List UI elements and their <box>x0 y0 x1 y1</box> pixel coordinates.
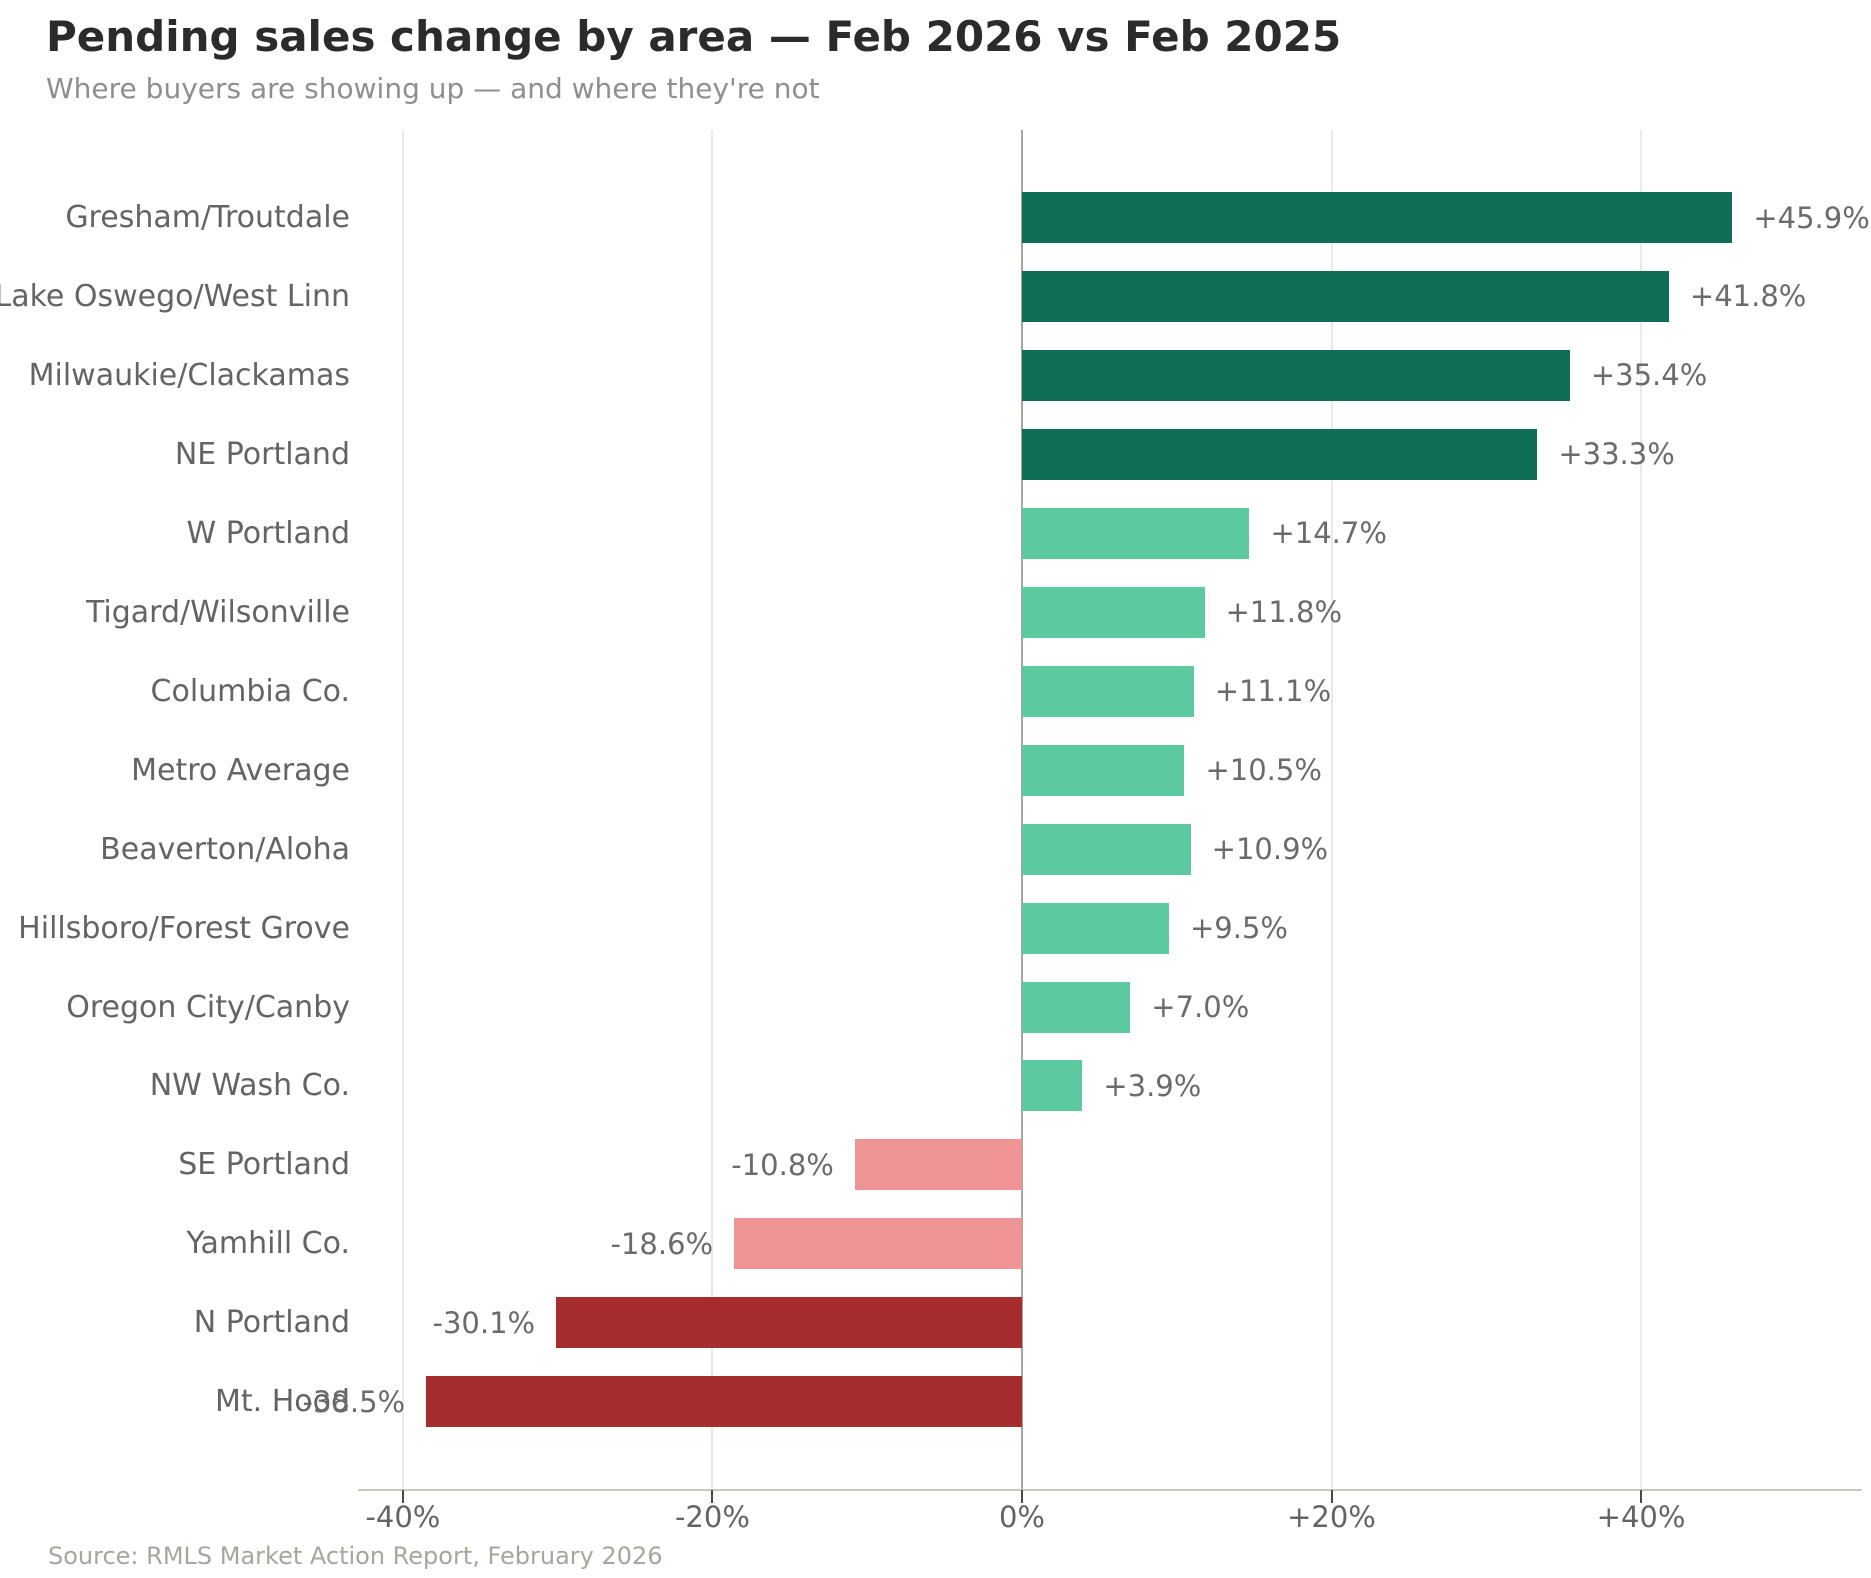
gridline-40 <box>1640 130 1643 1490</box>
category-label-tigard-wilsonville: Tigard/Wilsonville <box>85 594 350 630</box>
source-note: Source: RMLS Market Action Report, Febru… <box>48 1542 663 1570</box>
x-tick-label-20: +20% <box>1287 1500 1376 1534</box>
bar-lake-oswego-west-linn <box>1021 270 1669 322</box>
x-axis-line <box>358 1489 1862 1491</box>
value-label-metro-average: +10.5% <box>1205 753 1322 788</box>
category-label-gresham-troutdale: Gresham/Troutdale <box>65 200 350 235</box>
bar-nw-wash-co <box>1021 1060 1083 1112</box>
bar-columbia-co <box>1021 665 1194 717</box>
category-label-milwaukie-clackamas: Milwaukie/Clackamas <box>28 357 350 393</box>
bar-metro-average <box>1021 744 1185 796</box>
x-tick-label-0: 0% <box>998 1500 1045 1534</box>
value-label-n-portland: -30.1% <box>432 1305 536 1340</box>
value-label-tigard-wilsonville: +11.8% <box>1225 595 1343 630</box>
category-label-yamhill-co: Yamhill Co. <box>186 1226 350 1262</box>
category-label-beaverton-aloha: Beaverton/Aloha <box>100 831 350 867</box>
gridline-20 <box>1330 130 1333 1490</box>
bar-ne-portland <box>1021 428 1538 480</box>
bar-n-portland <box>556 1297 1022 1349</box>
gridline-40 <box>401 130 404 1490</box>
value-label-nw-wash-co: +3.9% <box>1103 1068 1202 1103</box>
bar-hillsboro-forest-grove <box>1021 902 1169 954</box>
x-tick-40 <box>1640 1490 1643 1503</box>
value-label-milwaukie-clackamas: +35.4% <box>1590 358 1708 393</box>
bar-beaverton-aloha <box>1021 823 1191 875</box>
value-label-w-portland: +14.7% <box>1270 516 1387 551</box>
category-label-oregon-city-canby: Oregon City/Canby <box>66 989 350 1025</box>
bar-tigard-wilsonville <box>1021 586 1205 638</box>
bar-gresham-troutdale <box>1021 192 1733 243</box>
category-label-se-portland: SE Portland <box>178 1147 350 1183</box>
chart-subtitle: Where buyers are showing up — and where … <box>46 72 820 105</box>
category-label-columbia-co: Columbia Co. <box>150 673 350 709</box>
x-tick-label-40: -40% <box>365 1500 441 1534</box>
value-label-mt-hood: -38.5% <box>302 1384 406 1419</box>
x-tick-20 <box>1330 1490 1333 1503</box>
category-label-ne-portland: NE Portland <box>174 436 350 472</box>
value-label-beaverton-aloha: +10.9% <box>1211 832 1329 867</box>
category-label-n-portland: N Portland <box>193 1305 350 1341</box>
category-label-mt-hood: Mt. Hood <box>214 1384 350 1420</box>
value-label-gresham-troutdale: +45.9% <box>1753 200 1870 235</box>
bar-w-portland <box>1021 507 1250 559</box>
x-tick-20 <box>711 1490 714 1503</box>
category-label-lake-oswego-west-linn: Lake Oswego/West Linn <box>0 278 350 314</box>
bar-se-portland <box>854 1139 1022 1191</box>
bar-yamhill-co <box>734 1218 1022 1270</box>
x-tick-40 <box>401 1490 404 1503</box>
x-tick-label-20: -20% <box>674 1500 750 1534</box>
zero-gridline <box>1020 130 1023 1490</box>
x-tick-label-40: +40% <box>1596 1500 1686 1534</box>
category-label-metro-average: Metro Average <box>131 752 350 788</box>
gridline-20 <box>711 130 714 1490</box>
chart-title: Pending sales change by area — Feb 2026 … <box>46 12 1342 61</box>
bar-milwaukie-clackamas <box>1021 349 1570 401</box>
value-label-hillsboro-forest-grove: +9.5% <box>1190 911 1288 946</box>
category-label-hillsboro-forest-grove: Hillsboro/Forest Grove <box>18 910 350 946</box>
value-label-yamhill-co: -18.6% <box>610 1226 714 1261</box>
value-label-se-portland: -10.8% <box>731 1147 834 1182</box>
category-label-nw-wash-co: NW Wash Co. <box>149 1068 350 1104</box>
category-label-w-portland: W Portland <box>186 515 350 551</box>
bar-oregon-city-canby <box>1021 981 1131 1033</box>
value-label-ne-portland: +33.3% <box>1558 437 1675 472</box>
value-label-columbia-co: +11.1% <box>1214 674 1332 709</box>
value-label-lake-oswego-west-linn: +41.8% <box>1689 279 1807 314</box>
bar-mt-hood <box>426 1376 1022 1428</box>
value-label-oregon-city-canby: +7.0% <box>1151 990 1250 1024</box>
x-tick-0 <box>1020 1490 1023 1503</box>
